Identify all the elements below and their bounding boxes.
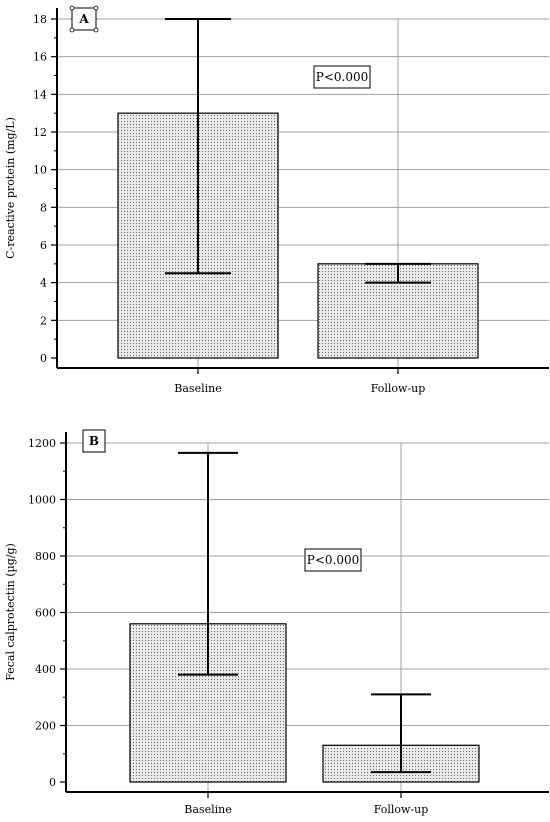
selection-handle <box>93 27 99 33</box>
y-tick-label: 2 <box>40 314 47 327</box>
y-tick-label: 1000 <box>28 494 56 507</box>
y-axis-label: C-reactive protein (mg/L) <box>4 117 17 259</box>
y-tick-label: 6 <box>40 239 47 252</box>
y-tick-label: 8 <box>40 201 47 214</box>
x-tick-label: Baseline <box>184 803 231 816</box>
x-tick-label: Follow-up <box>371 382 426 395</box>
selection-handle <box>93 5 99 11</box>
panel-label: A <box>78 12 89 26</box>
x-tick-label: Follow-up <box>374 803 429 816</box>
y-tick-label: 0 <box>49 776 56 789</box>
y-tick-label: 14 <box>33 88 47 101</box>
selection-handle <box>69 5 75 11</box>
chart-panel-a: 0 2 4 6 8 10 12 14 16 18 Baseline Follow-up C-reacti… <box>4 5 549 395</box>
panel-label-box <box>71 7 97 31</box>
y-tick-label: 12 <box>33 126 47 139</box>
y-tick-label: 18 <box>33 13 47 26</box>
y-tick-label: 200 <box>35 720 56 733</box>
annotation-box <box>304 548 362 572</box>
chart-panel-b: 0 200 400 600 800 1000 1200 Baseline Follow-up Fe… <box>4 429 549 816</box>
y-tick-label: 0 <box>40 352 47 365</box>
y-axis-label: Fecal calprotectin (µg/g) <box>4 543 17 681</box>
panel-label-box <box>82 429 106 453</box>
y-tick-label: 4 <box>40 277 47 290</box>
p-value-annotation: P<0.000 <box>316 70 368 84</box>
selection-handle <box>69 27 75 33</box>
y-tick-label: 10 <box>33 164 47 177</box>
y-tick-label: 600 <box>35 607 56 620</box>
x-tick-label: Baseline <box>174 382 221 395</box>
panel-label: B <box>89 434 99 448</box>
p-value-annotation: P<0.000 <box>307 553 359 567</box>
y-tick-label: 16 <box>33 51 47 64</box>
annotation-box <box>313 65 371 89</box>
y-tick-label: 800 <box>35 550 56 563</box>
y-tick-label: 400 <box>35 663 56 676</box>
y-tick-label: 1200 <box>28 437 56 450</box>
